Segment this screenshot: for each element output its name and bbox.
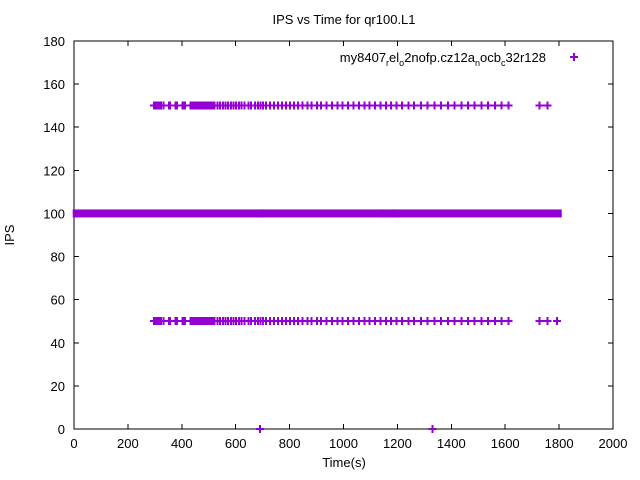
x-tick-label: 600 (225, 436, 247, 451)
x-tick-label: 1800 (545, 436, 574, 451)
y-axis-ticks: 0 20 40 60 80 100 120 140 160 180 (43, 34, 613, 437)
x-tick-label: 2000 (599, 436, 628, 451)
y-tick-label: 120 (43, 163, 65, 178)
x-axis-ticks: 0 200 400 600 800 1000 1200 1400 1600 1800 2000 (70, 41, 627, 451)
x-tick-label: 1000 (329, 436, 358, 451)
legend-marker-icon (570, 53, 578, 61)
data-markers (72, 101, 562, 433)
y-tick-label: 40 (51, 336, 65, 351)
y-tick-label: 80 (51, 250, 65, 265)
y-tick-label: 20 (51, 379, 65, 394)
y-tick-label: 60 (51, 293, 65, 308)
y-tick-label: 100 (43, 206, 65, 221)
y-tick-label: 140 (43, 120, 65, 135)
y-tick-label: 180 (43, 34, 65, 49)
chart-title: IPS vs Time for qr100.L1 (272, 12, 415, 27)
x-tick-label: 1600 (491, 436, 520, 451)
y-tick-label: 160 (43, 77, 65, 92)
x-tick-label: 400 (171, 436, 193, 451)
x-tick-label: 800 (279, 436, 301, 451)
x-tick-label: 1200 (383, 436, 412, 451)
x-tick-label: 200 (117, 436, 139, 451)
legend-entry-label: my8407relo2nofp.cz12anocbc32r128 (340, 50, 546, 68)
y-axis-label: IPS (2, 224, 17, 245)
x-tick-label: 0 (70, 436, 77, 451)
y-tick-label: 0 (58, 422, 65, 437)
x-axis-label: Time(s) (322, 455, 366, 470)
x-tick-label: 1400 (437, 436, 466, 451)
